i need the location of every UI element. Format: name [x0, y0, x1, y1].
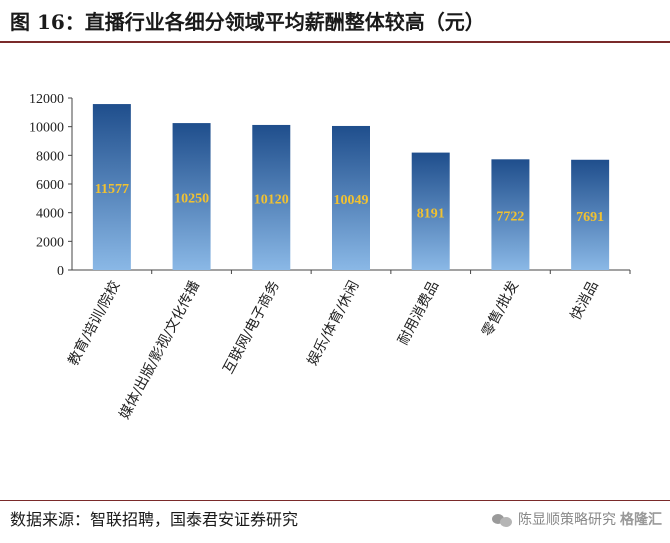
title-rule: [0, 41, 670, 43]
x-category-label: 媒体/出版/影视/文化传播: [117, 278, 203, 422]
bar-value-label: 11577: [95, 182, 129, 197]
bar: [332, 125, 370, 271]
bar: [252, 124, 291, 271]
bar: [571, 159, 610, 270]
bar: [172, 123, 211, 270]
bar-value-label: 8191: [417, 206, 445, 221]
x-category-label: 娱乐/体育/休闲: [305, 278, 363, 368]
x-category-label: 快消品: [568, 278, 602, 323]
x-category-label: 耐用消费品: [395, 278, 442, 347]
y-tick-label: 12000: [29, 92, 64, 107]
bar-value-label: 10250: [174, 192, 209, 207]
bar-value-label: 10120: [254, 192, 289, 207]
x-category-label: 互联网/电子商务: [220, 278, 282, 376]
x-category-label: 教育/培训/院校: [65, 278, 124, 368]
bar-chart: 0 2000 4000 6000 8000 10000 12000 11577 教育/培训/院校…: [29, 92, 631, 422]
source-note: 数据来源：智联招聘，国泰君安证券研究: [10, 510, 299, 529]
x-category-label: 零售/批发: [479, 278, 522, 339]
y-tick-label: 0: [57, 264, 64, 279]
y-tick-label: 6000: [36, 178, 64, 193]
bar: [491, 159, 530, 270]
bar: [411, 152, 450, 270]
source-rule: [0, 500, 670, 501]
bar-value-label: 10049: [334, 193, 369, 208]
watermark-logo-text: 格隆汇: [620, 512, 662, 528]
watermark-text: 陈显顺策略研究: [518, 512, 616, 528]
y-tick-label: 4000: [36, 207, 64, 222]
bar-value-label: 7722: [496, 210, 524, 225]
wechat-icon: [492, 512, 514, 528]
y-tick-label: 8000: [36, 149, 64, 164]
y-tick-label: 10000: [29, 121, 64, 136]
watermark: 陈显顺策略研究 格隆汇: [492, 505, 662, 535]
figure-title: 图 16：直播行业各细分领域平均薪酬整体较高（元）: [10, 10, 485, 34]
bar: [92, 104, 131, 270]
y-tick-label: 2000: [36, 235, 64, 250]
bar-value-label: 7691: [576, 210, 604, 225]
